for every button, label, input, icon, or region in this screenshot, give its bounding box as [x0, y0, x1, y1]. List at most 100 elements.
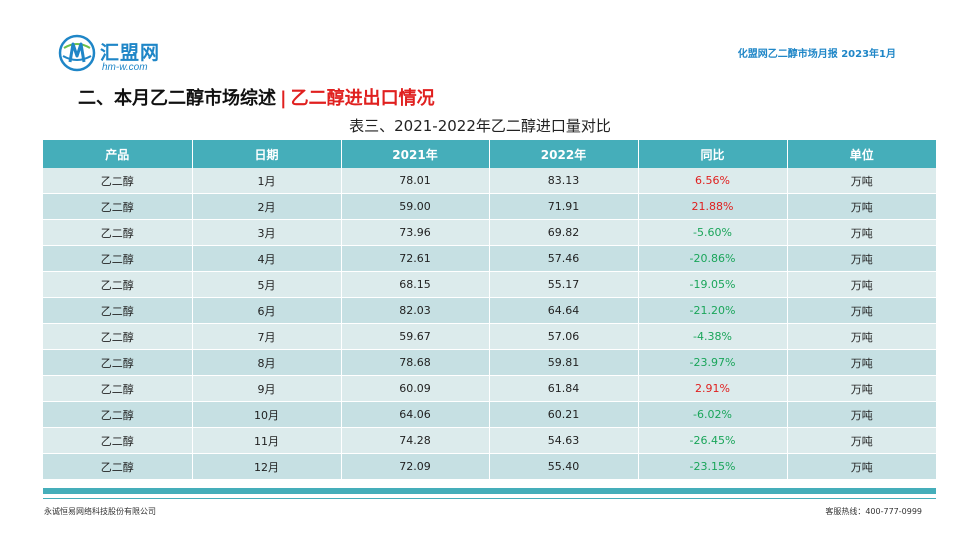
- cell-unit: 万吨: [787, 375, 936, 402]
- globe-logo-icon: [58, 34, 96, 72]
- table-row: 乙二醇 6月 82.03 64.64 -21.20% 万吨: [43, 297, 936, 324]
- cell-product: 乙二醇: [43, 401, 193, 428]
- cell-date: 10月: [192, 401, 342, 428]
- cell-yoy: -6.02%: [638, 401, 788, 428]
- cell-2022: 83.13: [489, 168, 639, 194]
- cell-2022: 69.82: [489, 219, 639, 246]
- cell-yoy: -23.97%: [638, 349, 788, 376]
- cell-2021: 74.28: [341, 427, 490, 454]
- cell-date: 3月: [192, 219, 342, 246]
- cell-product: 乙二醇: [43, 349, 193, 376]
- table-row: 乙二醇 5月 68.15 55.17 -19.05% 万吨: [43, 271, 936, 298]
- cell-date: 1月: [192, 168, 342, 194]
- cell-2022: 71.91: [489, 193, 639, 220]
- cell-2021: 64.06: [341, 401, 490, 428]
- cell-date: 11月: [192, 427, 342, 454]
- cell-product: 乙二醇: [43, 427, 193, 454]
- section-subtitle: 乙二醇进出口情况: [290, 88, 435, 109]
- cell-unit: 万吨: [787, 193, 936, 220]
- table-caption: 表三、2021-2022年乙二醇进口量对比: [349, 117, 611, 135]
- report-title: 化盟网乙二醇市场月报 2023年1月: [737, 49, 896, 60]
- cell-2022: 60.21: [489, 401, 639, 428]
- cell-2022: 61.84: [489, 375, 639, 402]
- header-2022: 2022年: [489, 140, 639, 168]
- table-row: 乙二醇 2月 59.00 71.91 21.88% 万吨: [43, 193, 936, 220]
- cell-date: 5月: [192, 271, 342, 298]
- cell-2022: 57.46: [489, 245, 639, 272]
- cell-date: 6月: [192, 297, 342, 324]
- cell-yoy: -5.60%: [638, 219, 788, 246]
- table-row: 乙二醇 11月 74.28 54.63 -26.45% 万吨: [43, 427, 936, 454]
- table-row: 乙二醇 8月 78.68 59.81 -23.97% 万吨: [43, 349, 936, 376]
- table-row: 乙二醇 3月 73.96 69.82 -5.60% 万吨: [43, 219, 936, 246]
- header-date: 日期: [192, 140, 342, 168]
- footer-company: 永诚恒易网络科技股份有限公司: [44, 507, 156, 516]
- cell-product: 乙二醇: [43, 453, 193, 480]
- company-logo[interactable]: 汇盟网 hm-w.com: [58, 34, 168, 76]
- cell-yoy: 21.88%: [638, 193, 788, 220]
- cell-product: 乙二醇: [43, 168, 193, 194]
- cell-yoy: -26.45%: [638, 427, 788, 454]
- cell-2021: 59.00: [341, 193, 490, 220]
- cell-date: 2月: [192, 193, 342, 220]
- cell-2021: 82.03: [341, 297, 490, 324]
- cell-2022: 59.81: [489, 349, 639, 376]
- cell-unit: 万吨: [787, 453, 936, 480]
- table-row: 乙二醇 4月 72.61 57.46 -20.86% 万吨: [43, 245, 936, 272]
- cell-unit: 万吨: [787, 168, 936, 194]
- cell-product: 乙二醇: [43, 193, 193, 220]
- cell-unit: 万吨: [787, 349, 936, 376]
- cell-2021: 73.96: [341, 219, 490, 246]
- cell-unit: 万吨: [787, 401, 936, 428]
- section-separator: |: [280, 88, 287, 109]
- cell-2022: 55.40: [489, 453, 639, 480]
- logo-brand-text: 汇盟网: [100, 42, 161, 64]
- table-row: 乙二醇 12月 72.09 55.40 -23.15% 万吨: [43, 453, 936, 480]
- table-header-row: 产品 日期 2021年 2022年 同比 单位: [43, 140, 936, 168]
- bottom-divider: [43, 498, 936, 499]
- cell-yoy: -4.38%: [638, 323, 788, 350]
- import-volume-table: 产品 日期 2021年 2022年 同比 单位 乙二醇 1月 78.01 83.13 6.56% 万…: [43, 140, 936, 480]
- cell-unit: 万吨: [787, 271, 936, 298]
- cell-2022: 64.64: [489, 297, 639, 324]
- table-row: 乙二醇 1月 78.01 83.13 6.56% 万吨: [43, 168, 936, 194]
- cell-2021: 78.68: [341, 349, 490, 376]
- cell-date: 4月: [192, 245, 342, 272]
- cell-date: 8月: [192, 349, 342, 376]
- section-heading: 二、本月乙二醇市场综述 | 乙二醇进出口情况: [78, 84, 435, 110]
- cell-product: 乙二醇: [43, 245, 193, 272]
- cell-2022: 55.17: [489, 271, 639, 298]
- cell-yoy: 2.91%: [638, 375, 788, 402]
- bottom-accent-bar: [43, 488, 936, 494]
- cell-unit: 万吨: [787, 219, 936, 246]
- cell-date: 12月: [192, 453, 342, 480]
- table-row: 乙二醇 10月 64.06 60.21 -6.02% 万吨: [43, 401, 936, 428]
- cell-unit: 万吨: [787, 297, 936, 324]
- header-unit: 单位: [787, 140, 936, 168]
- table-row: 乙二醇 7月 59.67 57.06 -4.38% 万吨: [43, 323, 936, 350]
- header-yoy: 同比: [638, 140, 788, 168]
- cell-yoy: -23.15%: [638, 453, 788, 480]
- cell-2021: 72.09: [341, 453, 490, 480]
- cell-yoy: 6.56%: [638, 168, 788, 194]
- cell-2021: 78.01: [341, 168, 490, 194]
- cell-product: 乙二醇: [43, 297, 193, 324]
- header-2021: 2021年: [341, 140, 490, 168]
- cell-2021: 72.61: [341, 245, 490, 272]
- cell-yoy: -21.20%: [638, 297, 788, 324]
- cell-2022: 57.06: [489, 323, 639, 350]
- footer-hotline: 客服热线：400-777-0999: [825, 507, 922, 516]
- table-row: 乙二醇 9月 60.09 61.84 2.91% 万吨: [43, 375, 936, 402]
- cell-unit: 万吨: [787, 245, 936, 272]
- cell-2021: 60.09: [341, 375, 490, 402]
- logo-domain-text: hm-w.com: [102, 62, 148, 73]
- cell-product: 乙二醇: [43, 323, 193, 350]
- cell-2021: 59.67: [341, 323, 490, 350]
- cell-product: 乙二醇: [43, 375, 193, 402]
- cell-date: 7月: [192, 323, 342, 350]
- cell-product: 乙二醇: [43, 271, 193, 298]
- cell-yoy: -20.86%: [638, 245, 788, 272]
- cell-unit: 万吨: [787, 323, 936, 350]
- cell-2021: 68.15: [341, 271, 490, 298]
- header-product: 产品: [43, 140, 193, 168]
